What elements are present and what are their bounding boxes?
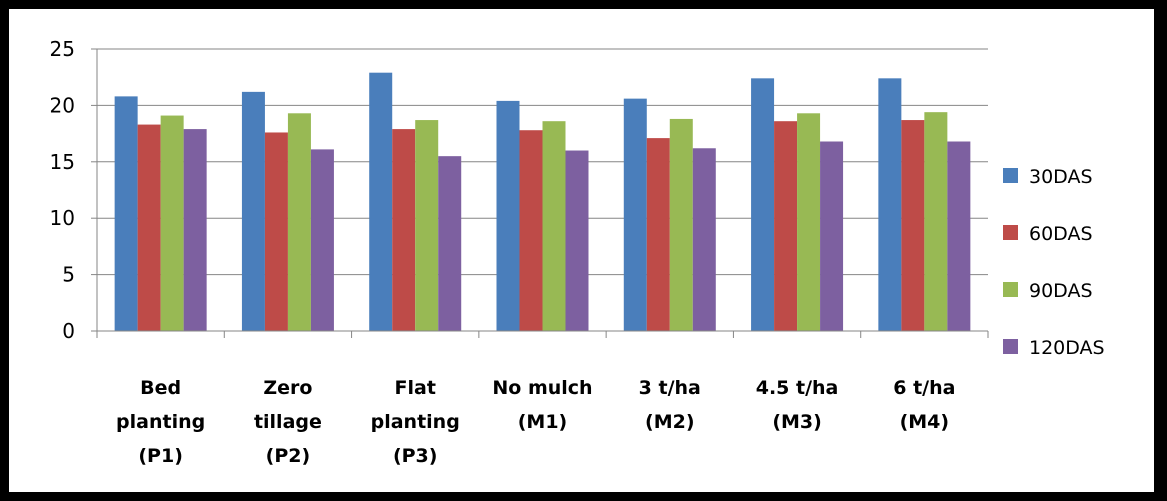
x-category-label: tillage — [254, 411, 322, 433]
y-tick-label: 10 — [50, 206, 75, 230]
x-category-label: planting — [371, 411, 460, 433]
legend: 30DAS 60DAS 90DAS 120DAS — [1003, 166, 1105, 359]
x-category-label: No mulch — [492, 377, 592, 399]
x-category-label: Zero — [263, 377, 312, 399]
bar-30das — [496, 100, 520, 331]
bar-90das — [542, 121, 566, 331]
x-category-label: 3 t/ha — [639, 377, 701, 399]
y-tick-label: 25 — [50, 37, 75, 61]
x-category-label: Bed — [140, 377, 181, 399]
legend-swatch — [1003, 168, 1018, 183]
bar-60das — [392, 129, 416, 331]
bar-60das — [519, 130, 543, 331]
bar-60das — [137, 124, 161, 332]
bar-60das — [264, 132, 288, 331]
bar-120das — [310, 149, 334, 331]
bar-120das — [820, 141, 844, 331]
x-category-label: (P1) — [138, 445, 183, 467]
legend-label: 90DAS — [1029, 280, 1093, 302]
bar-30das — [751, 78, 775, 331]
x-category-label: (P3) — [393, 445, 438, 467]
bar-90das — [287, 113, 311, 332]
bar-30das — [369, 72, 393, 332]
bar-120das — [947, 141, 971, 331]
legend-label: 60DAS — [1029, 223, 1093, 245]
legend-swatch — [1003, 282, 1018, 297]
x-category-label: 6 t/ha — [893, 377, 955, 399]
bar-90das — [669, 118, 693, 331]
legend-swatch — [1003, 339, 1018, 354]
bar-30das — [241, 91, 265, 331]
bar-30das — [878, 78, 902, 331]
x-category-label: (M1) — [518, 411, 568, 433]
legend-label: 120DAS — [1029, 337, 1105, 359]
bar-60das — [901, 120, 925, 332]
x-axis: Bed planting (P1) Zero tillage (P2) Flat planti… — [96, 330, 989, 467]
x-category-label: 4.5 t/ha — [756, 377, 839, 399]
x-category-label: Flat — [395, 377, 436, 399]
bars — [114, 72, 971, 332]
y-axis: 0 5 10 15 20 25 — [50, 37, 98, 343]
bar-90das — [415, 120, 439, 332]
y-tick-label: 15 — [50, 150, 75, 174]
y-tick-label: 20 — [50, 93, 75, 117]
bar-90das — [797, 113, 821, 332]
bar-30das — [114, 96, 138, 331]
bar-30das — [623, 98, 647, 332]
x-category-label: (M4) — [900, 411, 950, 433]
bar-90das — [924, 112, 948, 331]
x-category-label: planting — [116, 411, 205, 433]
bar-120das — [183, 129, 207, 331]
x-category-label: (P2) — [266, 445, 311, 467]
x-category-label: (M2) — [645, 411, 695, 433]
bar-120das — [438, 156, 462, 331]
x-category-label: (M3) — [772, 411, 822, 433]
bar-60das — [774, 121, 798, 331]
y-tick-label: 0 — [62, 319, 75, 343]
y-tick-label: 5 — [62, 263, 75, 287]
legend-swatch — [1003, 225, 1018, 240]
legend-label: 30DAS — [1029, 166, 1093, 188]
bar-60das — [646, 138, 670, 331]
bar-120das — [692, 148, 716, 331]
bar-120das — [565, 150, 589, 331]
bar-90das — [160, 115, 184, 331]
